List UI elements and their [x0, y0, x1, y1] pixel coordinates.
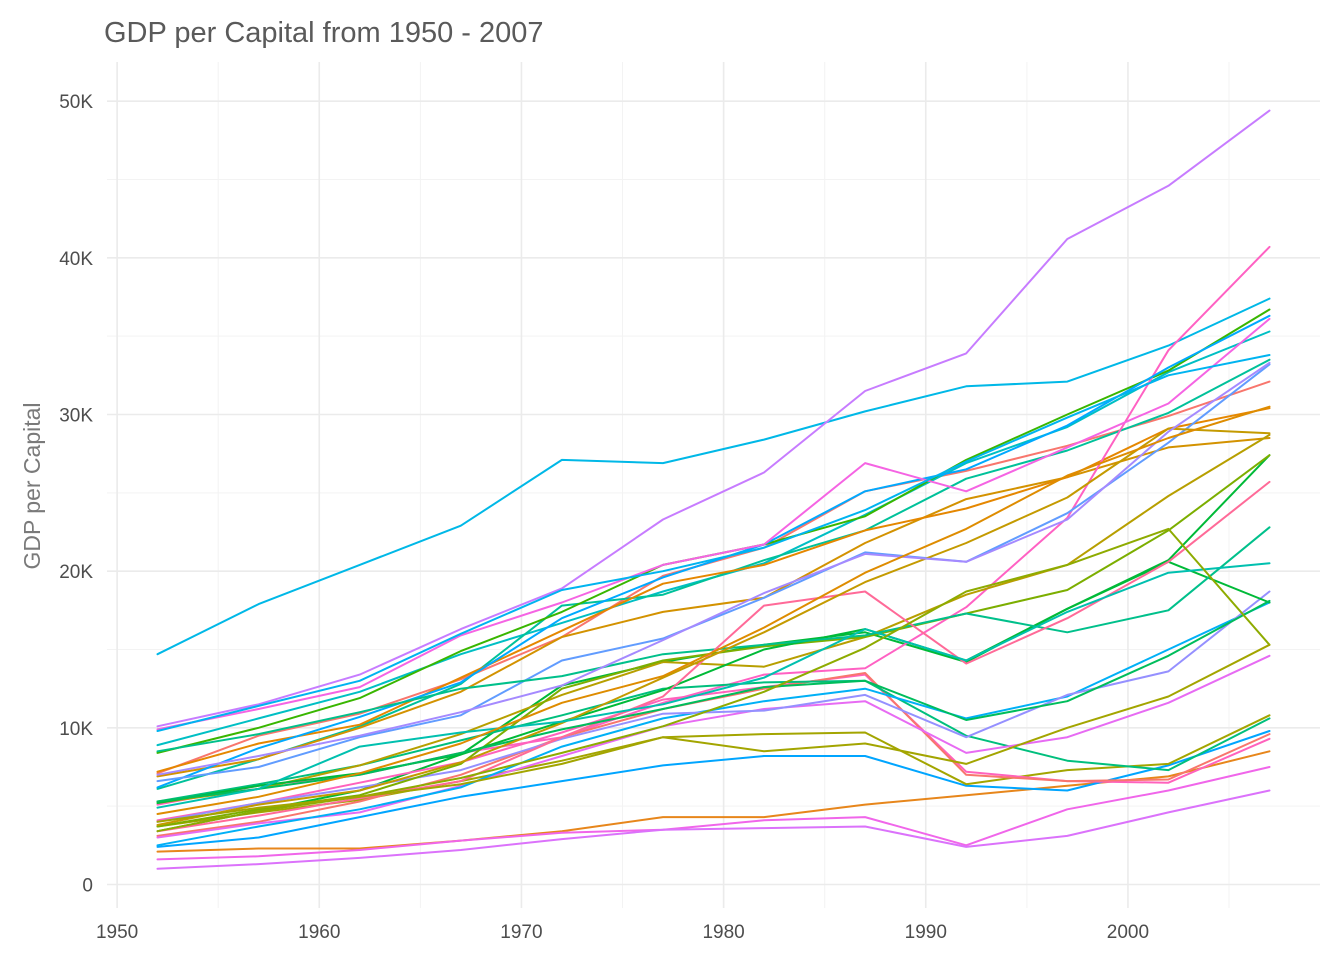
y-tick-label: 20K — [59, 562, 93, 583]
x-tick-label: 1950 — [96, 922, 138, 943]
series-line-34 — [156, 361, 1271, 776]
chart-title: GDP per Capital from 1950 - 2007 — [104, 17, 544, 49]
series-line-24 — [156, 560, 1271, 804]
series-line-23 — [156, 454, 1271, 828]
series-line-3 — [156, 789, 1271, 870]
series-line-4 — [156, 730, 1271, 848]
series-line-22 — [156, 433, 1271, 804]
x-tick-label: 2000 — [1107, 922, 1149, 943]
series-line-6 — [156, 454, 1271, 833]
series-line-30 — [156, 354, 1271, 732]
series-line-13 — [156, 437, 1271, 778]
series-line-10 — [156, 330, 1271, 747]
x-tick-label: 1990 — [905, 922, 947, 943]
x-tick-label: 1980 — [702, 922, 744, 943]
y-tick-label: 50K — [59, 92, 93, 113]
series-line-19 — [156, 654, 1271, 839]
series-line-26 — [156, 363, 1271, 783]
series-line-37 — [156, 643, 1271, 823]
x-tick-label: 1960 — [298, 922, 340, 943]
series-line-35 — [156, 405, 1271, 815]
axis-ticks: 1950 1960 1970 1980 1990 2000 0 10K 20K 30K 40K 50K — [59, 92, 1149, 943]
series-lines — [156, 109, 1271, 870]
series-line-8 — [156, 109, 1271, 728]
y-tick-label: 40K — [59, 249, 93, 270]
series-line-21 — [156, 590, 1271, 823]
series-line-32 — [156, 427, 1271, 826]
series-line-7 — [156, 297, 1271, 656]
y-tick-label: 0 — [82, 876, 93, 897]
y-axis-label: GDP per Capital — [19, 402, 45, 569]
series-line-27 — [156, 526, 1271, 753]
y-tick-label: 30K — [59, 406, 93, 427]
x-tick-label: 1970 — [500, 922, 542, 943]
series-line-2 — [156, 766, 1271, 861]
series-line-25 — [156, 314, 1271, 789]
series-line-11 — [156, 358, 1271, 790]
y-tick-label: 10K — [59, 719, 93, 740]
series-line-29 — [156, 317, 1271, 731]
series-line-1 — [156, 750, 1271, 853]
series-line-33 — [156, 562, 1271, 809]
